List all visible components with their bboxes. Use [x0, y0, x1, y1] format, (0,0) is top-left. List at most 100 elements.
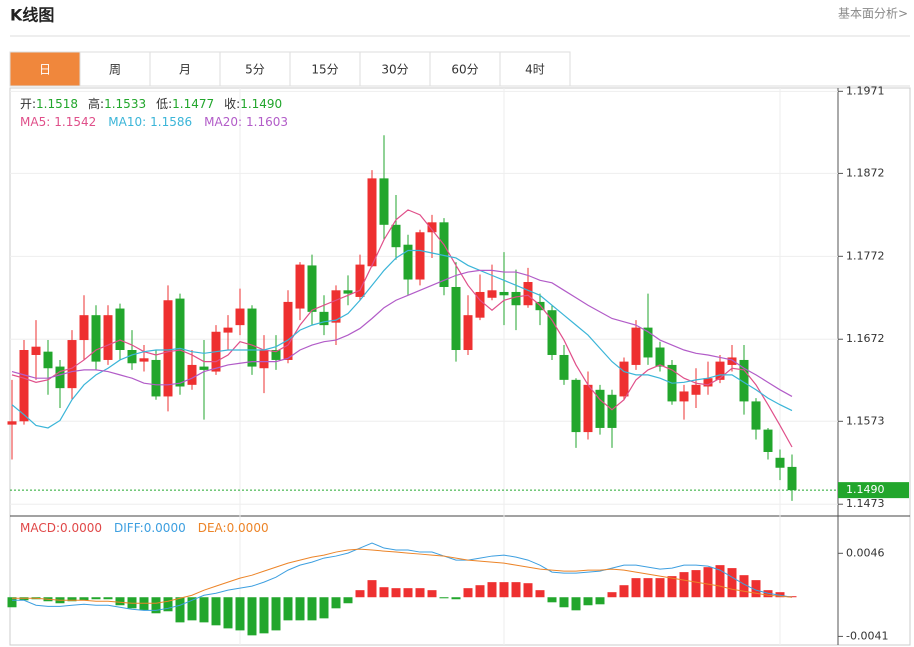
candle-body — [259, 350, 269, 369]
macd-bar — [295, 597, 305, 621]
macd-bar — [139, 597, 149, 611]
macd-bar — [595, 597, 605, 605]
ohlc-readout: 开:1.1518 高:1.1533 低:1.1477 收:1.1490 — [20, 96, 282, 111]
macd-bar — [703, 567, 713, 598]
tab[interactable] — [79, 51, 151, 87]
tab-label[interactable]: 60分 — [451, 63, 478, 77]
y-tick-label: 1.1772 — [846, 249, 885, 262]
macd-bar — [391, 588, 401, 598]
tab[interactable] — [219, 51, 291, 87]
candle-body — [775, 457, 785, 468]
ma-line — [11, 269, 793, 397]
candle-body — [703, 378, 713, 387]
macd-bar — [259, 597, 269, 634]
tab-label[interactable]: 月 — [179, 63, 191, 77]
candle-body — [103, 315, 113, 360]
candle-body — [607, 394, 617, 428]
tab-label[interactable]: 4时 — [525, 63, 545, 77]
macd-bar — [211, 597, 221, 626]
macd-bar — [187, 597, 197, 621]
candle-body — [571, 379, 581, 433]
macd-bar — [439, 597, 449, 599]
candle-body — [403, 244, 413, 280]
candle-body — [247, 308, 257, 367]
tab-label[interactable]: 日 — [39, 63, 51, 77]
candle-body — [331, 290, 341, 323]
tab-label[interactable]: 周 — [109, 63, 121, 77]
candle-body — [115, 308, 125, 351]
candle-body — [67, 340, 77, 389]
candle-body — [619, 361, 629, 397]
macd-bar — [787, 596, 797, 598]
ma-legend-value: 1.1603 — [246, 115, 288, 129]
readout-label: 高: — [88, 96, 104, 111]
y-tick-label: 1.1971 — [846, 84, 885, 97]
candle-body — [187, 364, 197, 385]
candle-body — [355, 264, 365, 297]
tab[interactable] — [289, 51, 361, 87]
macd-bar — [523, 583, 533, 598]
tab[interactable] — [359, 51, 431, 87]
tab-label[interactable]: 15分 — [311, 63, 338, 77]
macd-bar — [631, 578, 641, 598]
macd-bar — [487, 582, 497, 598]
tab-label[interactable]: 5分 — [245, 63, 265, 77]
candle-body — [199, 366, 209, 370]
candle-body — [583, 384, 593, 433]
ma-line — [11, 249, 793, 429]
candle-body — [163, 300, 173, 397]
candle-body — [79, 315, 89, 341]
y-tick-label: 1.1573 — [846, 414, 885, 427]
ma-legend-name: MA20: — [204, 115, 242, 129]
macd-bar — [271, 597, 281, 631]
macd-bar — [319, 597, 329, 619]
candle-body — [679, 391, 689, 402]
candle-body — [451, 286, 461, 351]
candle-body — [283, 301, 293, 360]
macd-bar — [103, 597, 113, 600]
macd-bar — [91, 597, 101, 600]
candle-body — [643, 327, 653, 358]
readout-value: 1.1533 — [104, 97, 146, 111]
candle-body — [271, 350, 281, 360]
candle-body — [463, 315, 473, 351]
y-tick-label: 0.0046 — [846, 546, 885, 559]
candle-body — [91, 315, 101, 362]
candle-body — [7, 421, 17, 425]
ma-readout: MA5: 1.1542 MA10: 1.1586 MA20: 1.1603 — [20, 115, 288, 129]
candle-body — [439, 222, 449, 287]
candle-body — [595, 389, 605, 428]
macd-bar — [67, 597, 77, 602]
macd-bar — [571, 597, 581, 611]
candle-body — [151, 359, 161, 397]
macd-bar — [163, 597, 173, 612]
ma-legend-value: 1.1586 — [150, 115, 192, 129]
macd-bar — [223, 597, 233, 629]
candle-body — [787, 466, 797, 491]
last-price-label: 1.1490 — [846, 483, 885, 496]
tab[interactable] — [499, 51, 571, 87]
candle-body — [727, 357, 737, 365]
macd-bar — [235, 597, 245, 631]
candle-body — [175, 298, 185, 387]
macd-bar — [343, 597, 353, 604]
macd-bar — [115, 597, 125, 606]
macd-line — [12, 548, 793, 604]
macd-legend-name: DIFF: — [114, 521, 144, 535]
candle-body — [739, 359, 749, 402]
macd-bar — [415, 588, 425, 598]
macd-bar — [547, 597, 557, 603]
fundamental-link[interactable]: 基本面分析> — [838, 7, 908, 21]
macd-bar — [175, 597, 185, 623]
y-tick-label: 1.1872 — [846, 166, 885, 179]
candle-body — [343, 290, 353, 294]
tab-label[interactable]: 30分 — [381, 63, 408, 77]
tab[interactable] — [149, 51, 221, 87]
last-price-box — [838, 482, 909, 499]
macd-bar — [511, 582, 521, 598]
tab[interactable] — [9, 51, 81, 87]
ma-legend-name: MA10: — [108, 115, 146, 129]
ma-legend-name: MA5: — [20, 115, 50, 129]
macd-bar — [403, 588, 413, 598]
